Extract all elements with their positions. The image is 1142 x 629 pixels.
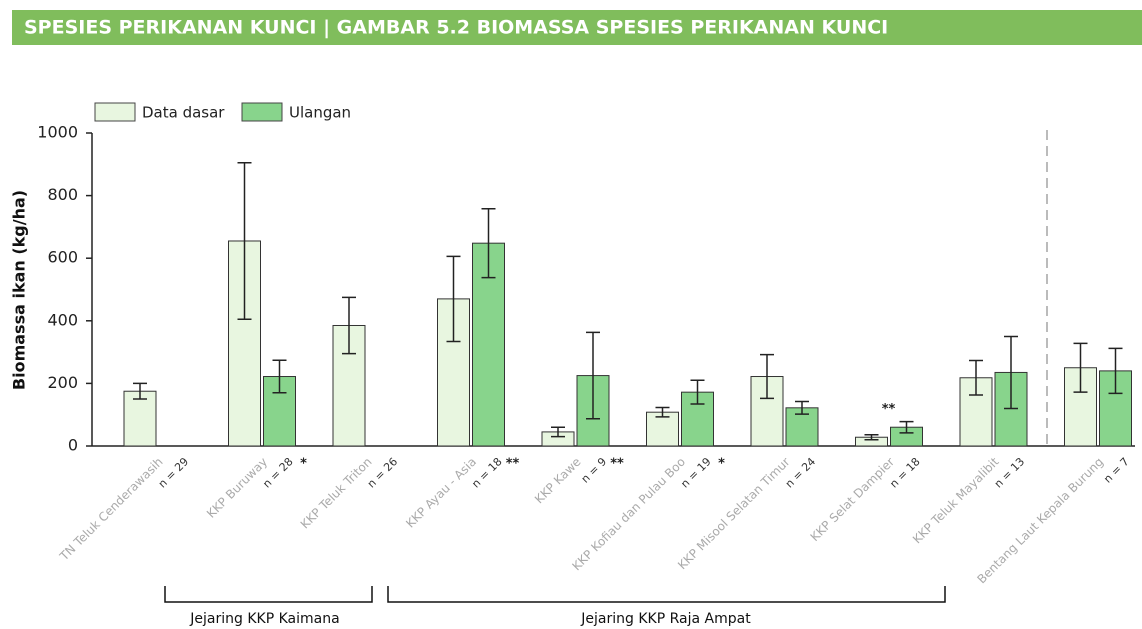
bar: [123, 390, 157, 447]
x-tick-label: KKP Teluk Mayalibit: [910, 454, 1002, 546]
legend-swatch: [94, 102, 136, 122]
group-bracket: [387, 586, 946, 603]
group-label: Jejaring KKP Raja Ampat: [580, 611, 751, 627]
error-bar: [795, 400, 809, 415]
error-bar: [586, 331, 600, 420]
bar: [646, 411, 679, 447]
y-tick-label: 0: [68, 436, 78, 455]
x-tick-label: KKP Ayau - Asia: [403, 455, 479, 531]
y-tick-label: 200: [47, 373, 78, 392]
error-bar: [272, 359, 287, 394]
sample-size: n = 7: [1101, 455, 1132, 486]
error-bar: [551, 426, 565, 438]
error-bar: [864, 433, 879, 441]
banner: [12, 10, 1142, 45]
y-tick-label: 600: [47, 248, 78, 267]
x-tick-label: KKP Buruway: [204, 455, 270, 521]
error-bar: [133, 382, 147, 400]
legend-label: Data dasar: [142, 104, 225, 122]
error-bar: [446, 255, 461, 343]
error-bar: [342, 296, 356, 355]
x-tick-label: KKP Kawe: [532, 455, 584, 507]
error-bar: [899, 420, 914, 434]
x-tick-label: KKP Teluk Triton: [298, 455, 375, 532]
error-bar: [1004, 335, 1018, 410]
legend-swatch: [241, 102, 283, 122]
error-bar: [969, 359, 983, 396]
legend-label: Ulangan: [289, 104, 351, 122]
error-bar: [760, 353, 774, 400]
x-tick-label: Bentang Laut Kepala Burung: [974, 455, 1106, 587]
y-tick-label: 800: [47, 185, 78, 204]
x-tick-label: KKP Selat Dampier: [808, 455, 898, 545]
error-bar: [655, 406, 670, 418]
annotation: **: [882, 402, 896, 417]
error-bar: [690, 379, 705, 405]
significance: **: [506, 457, 520, 472]
banner-title: SPESIES PERIKANAN KUNCI | GAMBAR 5.2 BIO…: [24, 17, 888, 39]
error-bar: [237, 161, 252, 320]
error-bar: [481, 207, 496, 279]
significance: **: [610, 457, 624, 472]
significance: *: [300, 457, 307, 472]
sample-size: n = 9: [579, 455, 610, 486]
x-tick-label: TN Teluk Cenderawasih: [56, 455, 165, 564]
group-label: Jejaring KKP Kaimana: [189, 611, 339, 627]
error-bar: [1108, 347, 1123, 395]
group-bracket: [164, 586, 373, 603]
y-tick-label: 400: [47, 310, 78, 329]
y-tick-label: 1000: [37, 123, 78, 142]
y-axis-label: Biomassa ikan (kg/ha): [10, 190, 29, 390]
significance: *: [718, 457, 725, 472]
error-bar: [1073, 342, 1088, 393]
